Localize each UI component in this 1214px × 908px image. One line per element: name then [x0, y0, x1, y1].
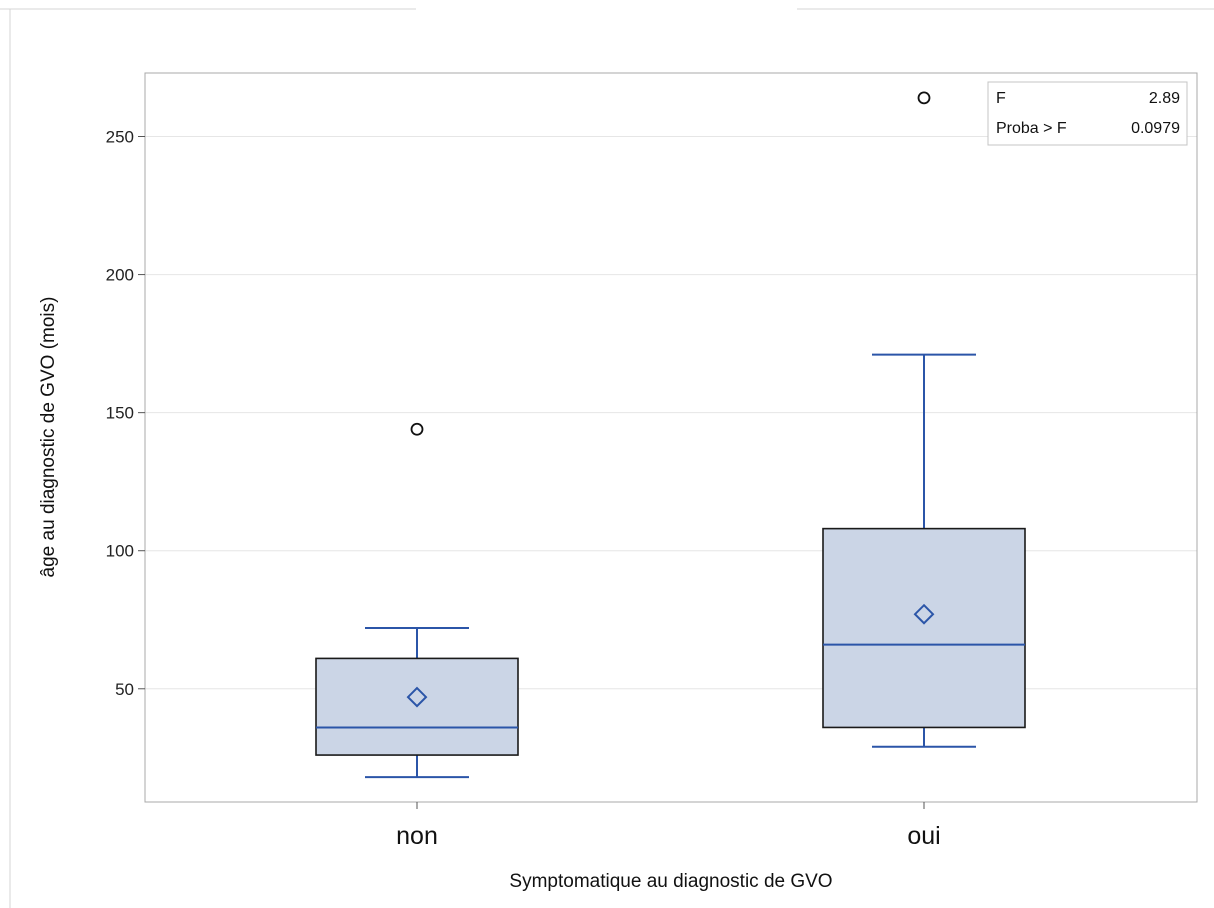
x-tick-label-non: non [396, 822, 438, 850]
outlier-point [917, 91, 931, 105]
box-group-non [315, 422, 519, 779]
stats-inset-box [987, 81, 1188, 146]
stats-inset: F 2.89 Proba > F 0.0979 [987, 81, 1188, 146]
boxes-layer [315, 91, 1026, 779]
stats-p-label: Proba > F [996, 120, 1067, 137]
box-group-oui [822, 91, 1026, 748]
y-axis-title: âge au diagnostic de GVO (mois) [38, 297, 59, 578]
y-tick-label: 50 [115, 680, 134, 699]
y-tick-label: 250 [106, 128, 134, 147]
mean-marker [406, 686, 428, 708]
stats-f-value: 2.89 [1149, 90, 1180, 107]
y-tick-label: 150 [106, 404, 134, 423]
x-axis-title: Symptomatique au diagnostic de GVO [509, 871, 832, 892]
outlier-point [410, 422, 424, 436]
stats-f-label: F [996, 90, 1006, 107]
mean-marker [913, 603, 935, 625]
y-tick-label: 200 [106, 266, 134, 285]
stats-p-value: 0.0979 [1131, 120, 1180, 137]
plot-area-frame [144, 72, 1198, 803]
y-tick-label: 100 [106, 542, 134, 561]
x-tick-label-oui: oui [907, 822, 940, 850]
grid-lines [145, 136, 1197, 690]
box-iqr [822, 527, 1026, 729]
x-axis-ticks: non oui [396, 802, 941, 850]
y-axis-ticks: 50 100 150 200 250 [106, 128, 145, 699]
